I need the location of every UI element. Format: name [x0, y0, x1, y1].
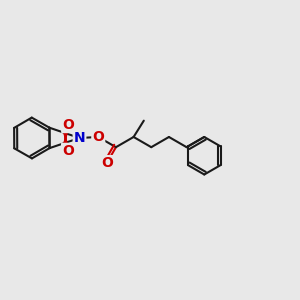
Text: O: O [92, 130, 104, 144]
Text: N: N [74, 131, 85, 145]
Text: O: O [62, 144, 74, 158]
Text: O: O [62, 118, 74, 132]
Text: O: O [101, 156, 113, 170]
